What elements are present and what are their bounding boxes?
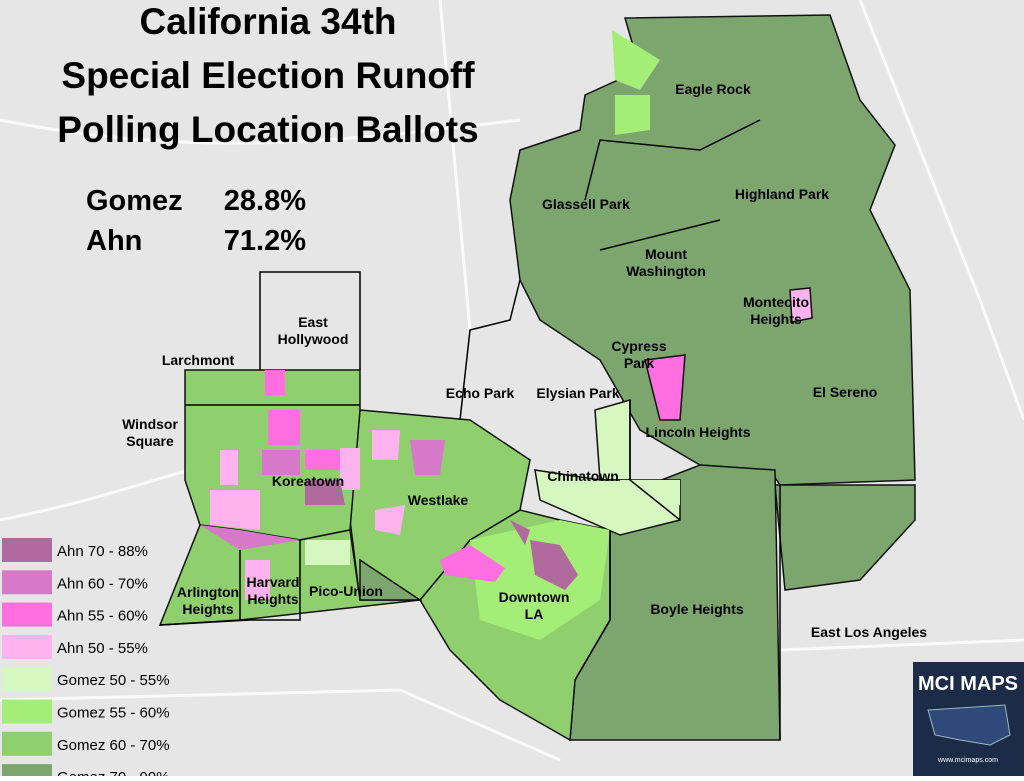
neighborhood-label: Lincoln Heights [646,424,751,440]
neighborhood-label: Koreatown [272,473,344,489]
legend-label: Gomez 70 - 99% [57,769,170,776]
legend-label: Gomez 60 - 70% [57,737,170,754]
neighborhood-label: Westlake [408,492,469,508]
precinct [440,545,505,582]
neighborhood-label: Square [126,433,174,449]
neighborhood-label: Heights [750,311,802,327]
neighborhood-label: Eagle Rock [675,81,751,97]
precinct [470,520,610,640]
legend-label: Ahn 50 - 55% [57,640,148,657]
precinct [615,95,650,135]
logo-title: MCI MAPS [918,673,1018,695]
logo-url: www.mcimaps.com [937,757,998,764]
neighborhood-label: Harvard [247,574,300,590]
precinct [220,450,238,485]
legend-swatch [2,602,52,627]
legend-label: Gomez 50 - 55% [57,672,170,689]
precinct [305,540,350,565]
neighborhood-label: El Sereno [813,384,878,400]
precinct [774,484,916,591]
precinct [262,450,300,475]
neighborhood-label: Heights [247,591,299,607]
legend-swatch [2,731,52,756]
logo: MCI MAPS www.mcimaps.com [913,662,1024,776]
precinct [340,448,360,490]
precinct [509,14,916,486]
neighborhood-labels: Eagle Rock Glassell Park Highland Park Moun… [122,81,927,640]
neighborhood-label: East Los Angeles [811,624,927,640]
legend-swatch [2,634,52,659]
precinct [359,558,423,601]
precinct [510,520,530,545]
legend-swatch [2,570,52,595]
legend-swatch [2,538,52,562]
precinct [410,440,445,475]
neighborhood-label: Heights [182,601,234,617]
neighborhood-label: Pico-Union [309,583,383,599]
neighborhood-label: Washington [626,263,706,279]
neighborhood-label: Highland Park [735,186,829,202]
precinct [245,560,270,600]
boundaries [159,119,781,740]
title-line: Polling Location Ballots [57,109,478,150]
legend-label: Gomez 55 - 60% [57,705,170,722]
precinct [644,354,686,421]
neighborhood-label: Montecito [743,294,809,310]
precinct [375,505,405,535]
neighborhood-label: Boyle Heights [650,601,744,617]
precinct [268,410,300,445]
neighborhood-label: Downtown [499,589,570,605]
neighborhood-label: LA [525,606,544,622]
neighborhood-label: Cypress [611,338,666,354]
result-value: 28.8% [224,185,306,217]
legend-swatch [2,764,52,781]
neighborhood-label: Echo Park [446,385,515,401]
precinct [305,480,345,505]
result-name: Ahn [86,225,142,257]
precinct [530,540,578,590]
neighborhood-label: Elysian Park [536,385,619,401]
result-value: 71.2% [224,225,306,257]
legend-label: Ahn 60 - 70% [57,575,148,592]
logo-map [927,704,1011,746]
precinct [210,490,260,530]
title-block: California 34th Special Election Runoff … [57,1,478,257]
neighborhood-label: East [298,314,328,330]
neighborhood-label: Arlington [177,584,239,600]
legend-label: Ahn 55 - 60% [57,608,148,625]
legend-label: Ahn 70 - 88% [57,543,148,560]
neighborhood-label: Glassell Park [542,196,630,212]
precinct [789,287,813,323]
result-name: Gomez [86,185,183,217]
precinct [265,370,285,395]
precincts [158,14,916,742]
legend-swatch [2,699,52,724]
title-line: California 34th [140,1,397,42]
neighborhood-label: Chinatown [547,468,619,484]
neighborhood-label: Windsor [122,416,178,432]
precinct [305,450,340,470]
precinct [620,480,680,520]
roads [0,0,1024,762]
neighborhood-label: Mount [645,246,687,262]
neighborhood-label: Park [624,355,655,371]
neighborhood-label: Larchmont [162,352,235,368]
precinct [372,430,400,460]
precinct [612,30,660,90]
title-line: Special Election Runoff [61,55,475,96]
neighborhood-label: Hollywood [278,331,349,347]
legend-swatch [2,667,52,692]
precinct [200,525,300,550]
